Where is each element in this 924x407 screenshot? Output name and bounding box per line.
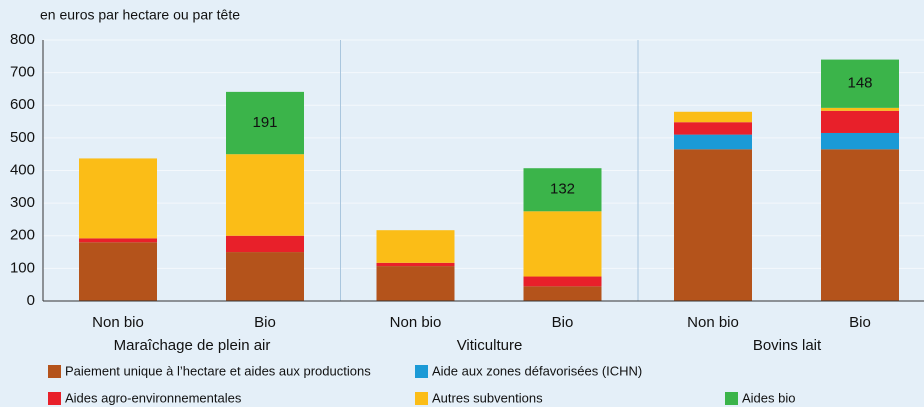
- bar-segment: [79, 158, 157, 239]
- bar-segment: [226, 235, 304, 253]
- bar-segment: [674, 134, 752, 150]
- bar-segment: [821, 107, 899, 111]
- legend-swatch: [725, 392, 738, 405]
- group-label: Bovins lait: [753, 337, 822, 354]
- bar-segment: [523, 211, 602, 277]
- legend-swatch: [415, 365, 428, 378]
- bar-segment: [523, 286, 602, 301]
- legend-label: Paiement unique à l’hectare et aides aux…: [65, 363, 371, 378]
- chart-subtitle: en euros par hectare ou par tête: [40, 7, 240, 23]
- data-label: 132: [550, 181, 575, 198]
- y-tick-label: 800: [10, 31, 35, 48]
- y-tick-label: 500: [10, 129, 35, 146]
- bar-segment: [674, 122, 752, 135]
- bar-segment: [376, 262, 455, 267]
- bar-segment: [821, 110, 899, 133]
- bar-segment: [226, 154, 304, 236]
- legend-label: Aides agro-environnementales: [65, 390, 242, 405]
- y-tick-label: 300: [10, 194, 35, 211]
- bar-segment: [226, 91, 304, 155]
- x-tick-label: Bio: [849, 314, 871, 331]
- bar-segment: [821, 149, 899, 301]
- x-tick-label: Non bio: [92, 314, 144, 331]
- legend-swatch: [48, 392, 61, 405]
- bar-segment: [79, 238, 157, 243]
- y-tick-label: 600: [10, 96, 35, 113]
- legend-label: Autres subventions: [432, 390, 543, 405]
- bar-segment: [674, 149, 752, 301]
- y-tick-label: 100: [10, 259, 35, 276]
- x-tick-label: Bio: [254, 314, 276, 331]
- group-label: Viticulture: [457, 337, 523, 354]
- bar-segment: [523, 168, 602, 212]
- bar-segment: [523, 276, 602, 287]
- y-tick-label: 400: [10, 161, 35, 178]
- bar-segment: [226, 252, 304, 301]
- bar-segment: [376, 266, 455, 301]
- bar-segment: [821, 132, 899, 150]
- data-label: 191: [252, 114, 277, 131]
- bar-segment: [674, 111, 752, 123]
- legend-label: Aides bio: [742, 390, 795, 405]
- legend-label: Aide aux zones défavorisées (ICHN): [432, 363, 642, 378]
- y-tick-label: 700: [10, 64, 35, 81]
- x-tick-label: Non bio: [390, 314, 442, 331]
- bar-segment: [79, 242, 157, 301]
- group-label: Maraîchage de plein air: [114, 337, 271, 354]
- legend-swatch: [48, 365, 61, 378]
- legend-swatch: [415, 392, 428, 405]
- y-tick-label: 0: [27, 292, 35, 309]
- y-tick-label: 200: [10, 227, 35, 244]
- data-label: 148: [847, 75, 872, 92]
- x-tick-label: Non bio: [687, 314, 739, 331]
- bar-segment: [376, 230, 455, 263]
- bar-segment: [821, 59, 899, 108]
- x-tick-label: Bio: [552, 314, 574, 331]
